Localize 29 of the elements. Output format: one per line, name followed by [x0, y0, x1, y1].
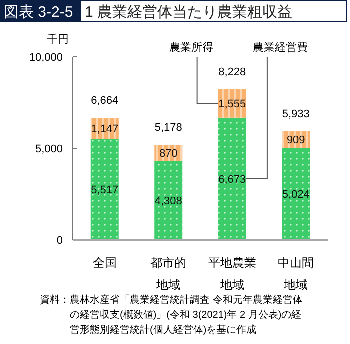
total-label: 6,664 — [91, 95, 119, 108]
total-label: 8,228 — [218, 66, 246, 78]
text: 農業経営費 — [252, 41, 308, 54]
bar — [282, 148, 310, 240]
data-label: 4,308 — [154, 196, 182, 208]
data-label: 1,147 — [91, 124, 119, 136]
bar — [154, 161, 183, 240]
y-tick-label: 5,000 — [35, 144, 63, 156]
x-tick-label: 都市的地域 — [150, 256, 187, 292]
bar — [218, 118, 246, 240]
y-tick-label: 0 — [56, 235, 63, 247]
text: 農業所得 — [169, 41, 214, 54]
x-tick-label: 平地農業地域 — [208, 256, 256, 292]
x-tick-label: 中山間地域 — [278, 256, 314, 292]
x-tick-label: 全国 — [92, 256, 117, 270]
chart-subtitle: 図表 3-2-5 — [4, 4, 74, 21]
total-label: 5,178 — [154, 122, 182, 134]
y-axis-title: 千円 — [47, 33, 69, 46]
bar — [90, 139, 119, 240]
total-label: 5,933 — [282, 108, 310, 120]
data-label: 5,517 — [91, 184, 119, 197]
data-label: 1,555 — [218, 98, 246, 111]
data-label: 5,024 — [282, 189, 310, 202]
chart-title: 1 農業経営体当たり農業粗収益 — [85, 4, 293, 21]
data-label: 6,673 — [218, 174, 246, 186]
text: 資料：農林水産省「農業経営統計調査 令和元年農業経営体の経営収支(概数値)」(令和 3(2021)年 2 月公表)の経営形態別経営統計(個人経営体)を基に作成 — [40, 294, 303, 336]
data-label: 909 — [286, 134, 306, 147]
y-tick-label: 10,000 — [29, 52, 63, 64]
data-label: 870 — [159, 148, 178, 160]
